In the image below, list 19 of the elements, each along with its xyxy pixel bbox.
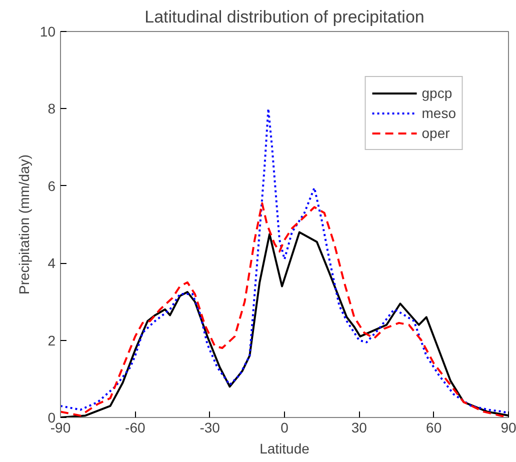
x-tick-label: -30 bbox=[200, 420, 220, 436]
x-tick-label: 30 bbox=[351, 420, 368, 436]
legend-label: meso bbox=[422, 105, 456, 121]
line-series bbox=[60, 108, 508, 415]
x-tick-label: -60 bbox=[125, 420, 146, 436]
x-axis-title: Latitude bbox=[260, 440, 310, 456]
y-tick-label: 8 bbox=[48, 100, 56, 117]
y-tick-label: 4 bbox=[48, 255, 56, 272]
legend-label: oper bbox=[422, 125, 450, 141]
y-tick-label: 0 bbox=[48, 410, 56, 426]
x-tick-label: 60 bbox=[426, 420, 442, 436]
chart-title: Latitudinal distribution of precipitation bbox=[144, 8, 424, 26]
legend-label: gpcp bbox=[422, 85, 452, 101]
x-tick-label: 90 bbox=[500, 420, 516, 436]
y-tick-label: 2 bbox=[48, 332, 56, 348]
y-tick-label: 10 bbox=[40, 24, 56, 40]
y-axis-title: Precipitation (mm/day) bbox=[16, 154, 32, 295]
x-tick-label: 0 bbox=[280, 420, 289, 436]
y-tick-label: 6 bbox=[48, 178, 56, 194]
